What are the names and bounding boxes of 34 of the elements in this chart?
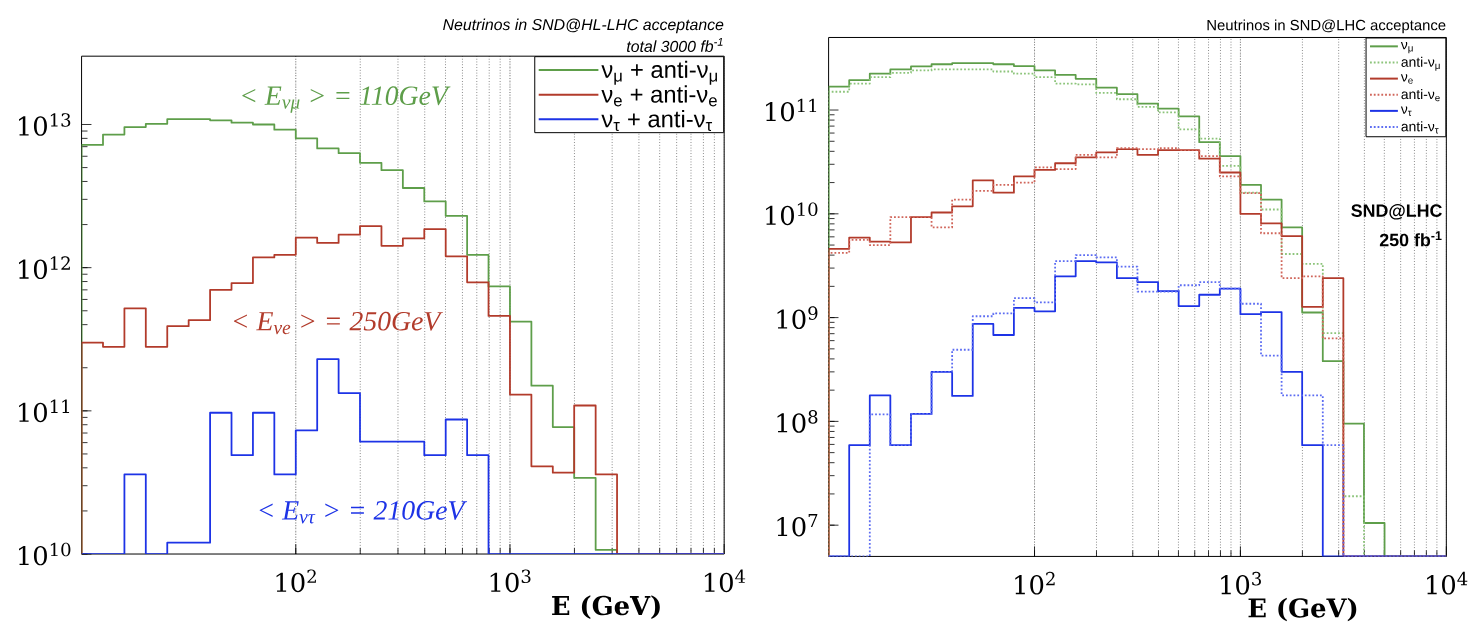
annotation: < E$_{νe}$ > = 250GeV <box>233 312 444 335</box>
legend-label: ν$_{τ}$ <box>1400 106 1412 117</box>
annotation: < E$_{ντ}$ > = 210GeV <box>259 501 468 524</box>
chart-title: Neutrinos in SND@LHC acceptance <box>1207 19 1446 34</box>
y-tick-label: 10$^{13}$ <box>19 113 71 137</box>
legend-label: anti-ν$_{e}$ <box>1401 89 1440 102</box>
y-tick-label: 10$^{7}$ <box>777 514 818 537</box>
y-tick-label: 10$^{9}$ <box>777 306 818 330</box>
x-axis-title: E (GeV) <box>1248 597 1357 622</box>
legend-label: ν$_{e}$ + anti-ν$_{e}$ <box>601 85 717 107</box>
chart-title: Neutrinos in SND@HL-LHC acceptance <box>443 18 724 34</box>
legend-label: anti-ν$_{τ}$ <box>1401 121 1439 134</box>
legend-label: ν$_{τ}$ + anti-ν$_{τ}$ <box>601 110 713 132</box>
x-tick-label: 10$^{2}$ <box>1015 572 1055 595</box>
legend-label: anti-ν$_{μ}$ <box>1401 56 1440 71</box>
x-axis-title: E (GeV) <box>552 595 660 620</box>
annotation: SND@LHC <box>1351 204 1442 220</box>
y-tick-label: 10$^{10}$ <box>766 202 818 226</box>
annotation: < E$_{νμ}$ > = 110GeV <box>242 86 451 113</box>
y-tick-label: 10$^{11}$ <box>19 399 70 423</box>
x-tick-label: 10$^{4}$ <box>704 569 746 593</box>
x-tick-label: 10$^{4}$ <box>1427 572 1468 595</box>
y-tick-label: 10$^{10}$ <box>19 542 71 566</box>
legend-label: ν$_{μ}$ + anti-ν$_{μ}$ <box>601 60 717 85</box>
chart-subtitle: total 3000 fb$^{-1}$ <box>627 38 723 53</box>
x-tick-label: 10$^{3}$ <box>490 569 531 593</box>
legend-label: ν$_{μ}$ <box>1400 42 1413 54</box>
x-tick-label: 10$^{2}$ <box>276 569 316 593</box>
y-tick-label: 10$^{8}$ <box>777 410 818 433</box>
annotation: 250 fb$^{-1}$ <box>1379 231 1442 247</box>
x-tick-label: 10$^{3}$ <box>1221 572 1261 595</box>
y-tick-label: 10$^{12}$ <box>19 256 70 280</box>
legend-label: ν$_{e}$ <box>1400 74 1413 84</box>
y-tick-label: 10$^{11}$ <box>766 98 817 122</box>
